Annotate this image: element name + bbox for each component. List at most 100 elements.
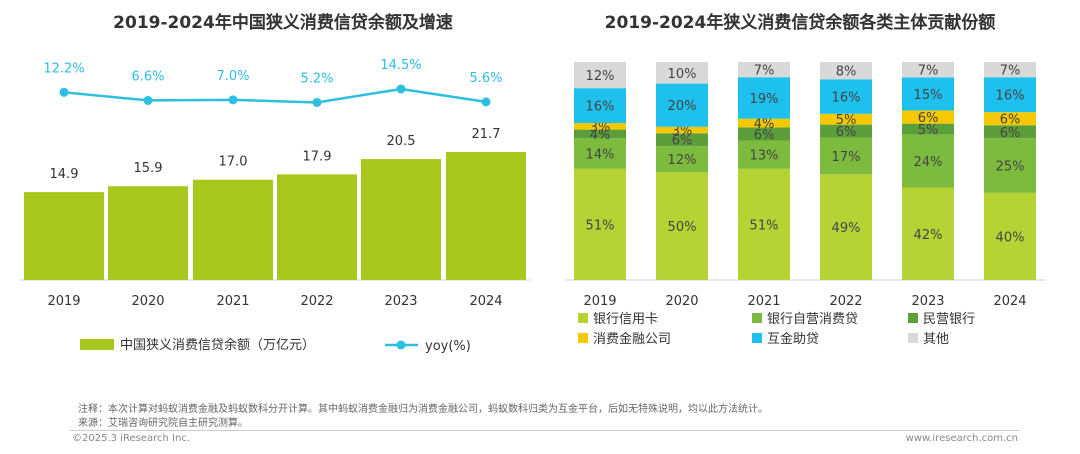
segment-银行信用卡 <box>902 187 954 280</box>
segment-label: 3% <box>672 124 693 139</box>
website: www.iresearch.com.cn <box>905 433 1018 444</box>
segment-银行自营消费贷 <box>656 146 708 173</box>
legend-label: 消费金融公司 <box>593 331 671 347</box>
x-tick-label: 2023 <box>384 294 417 309</box>
x-tick-label: 2020 <box>665 294 698 309</box>
legend-bar-label: 中国狭义消费信贷余额（万亿元） <box>120 337 315 353</box>
source-text: 来源：艾瑞咨询研究院自主研究测算。 <box>78 418 248 429</box>
segment-其他 <box>820 62 872 80</box>
segment-银行自营消费贷 <box>574 138 626 169</box>
segment-label: 12% <box>586 69 615 84</box>
yoy-label: 12.2% <box>43 61 84 76</box>
legend-swatch <box>752 313 762 323</box>
segment-民营银行 <box>984 125 1036 139</box>
segment-消费金融公司 <box>574 123 626 130</box>
segment-民营银行 <box>738 127 790 141</box>
segment-label: 14% <box>586 148 615 163</box>
yoy-label: 5.2% <box>300 71 333 86</box>
x-tick-label: 2024 <box>469 294 502 309</box>
segment-银行自营消费贷 <box>902 134 954 188</box>
legend-label: 银行自营消费贷 <box>767 312 858 327</box>
x-tick-label: 2022 <box>829 294 862 309</box>
x-tick-label: 2021 <box>216 294 249 309</box>
segment-银行信用卡 <box>574 168 626 280</box>
segment-其他 <box>574 62 626 89</box>
segment-label: 51% <box>750 218 779 233</box>
segment-label: 49% <box>832 221 861 236</box>
yoy-point <box>228 95 238 105</box>
x-tick-label: 2019 <box>583 294 616 309</box>
segment-消费金融公司 <box>902 110 954 124</box>
yoy-label: 7.0% <box>216 69 249 84</box>
segment-label: 16% <box>996 89 1025 104</box>
segment-其他 <box>656 62 708 84</box>
legend-swatch <box>752 333 762 343</box>
segment-银行信用卡 <box>984 192 1036 280</box>
bar-label: 17.9 <box>303 149 332 164</box>
bar-2020 <box>108 186 188 280</box>
legend-label: 民营银行 <box>923 312 975 327</box>
legend-label: 互金助贷 <box>767 331 819 347</box>
segment-label: 50% <box>668 220 697 235</box>
yoy-point <box>481 97 491 107</box>
segment-银行信用卡 <box>656 172 708 280</box>
segment-label: 15% <box>914 88 943 103</box>
segment-label: 5% <box>836 113 857 128</box>
copyright: ©2025.3 iResearch Inc. <box>72 433 190 444</box>
segment-民营银行 <box>902 123 954 135</box>
bar-label: 17.0 <box>219 155 248 170</box>
segment-互金助贷 <box>902 77 954 111</box>
segment-label: 4% <box>754 117 775 132</box>
x-tick-label: 2024 <box>993 294 1026 309</box>
yoy-point <box>396 84 406 94</box>
segment-互金助贷 <box>984 77 1036 113</box>
segment-label: 16% <box>832 91 861 106</box>
yoy-point <box>59 87 69 97</box>
segment-银行自营消费贷 <box>738 140 790 169</box>
segment-民营银行 <box>820 124 872 138</box>
x-tick-label: 2022 <box>300 294 333 309</box>
segment-label: 7% <box>918 64 939 79</box>
segment-其他 <box>902 62 954 78</box>
bar-2021 <box>193 179 273 280</box>
bar-2022 <box>277 174 357 280</box>
segment-label: 7% <box>1000 64 1021 79</box>
legend-label: 其他 <box>923 332 949 347</box>
legend-label: 银行信用卡 <box>593 312 658 327</box>
yoy-line <box>63 87 487 104</box>
segment-label: 17% <box>832 150 861 165</box>
segment-银行自营消费贷 <box>984 138 1036 193</box>
divider <box>70 430 1020 431</box>
segment-label: 8% <box>836 65 857 80</box>
left-chart-title: 2019-2024年中国狭义消费信贷余额及增速 <box>113 12 453 33</box>
legend-bar-swatch <box>80 339 114 350</box>
segment-银行自营消费贷 <box>820 137 872 175</box>
segment-label: 5% <box>918 123 939 138</box>
segment-银行信用卡 <box>738 168 790 280</box>
x-tick-label: 2021 <box>747 294 780 309</box>
segment-label: 51% <box>586 218 615 233</box>
legend-swatch <box>578 333 588 343</box>
segment-银行信用卡 <box>820 174 872 280</box>
segment-互金助贷 <box>738 77 790 119</box>
segment-其他 <box>984 62 1036 78</box>
yoy-point <box>143 95 153 105</box>
x-tick-label: 2019 <box>47 294 80 309</box>
segment-label: 24% <box>914 155 943 170</box>
segment-label: 25% <box>996 160 1025 175</box>
x-tick-label: 2020 <box>131 294 164 309</box>
segment-label: 16% <box>586 100 615 115</box>
segment-label: 6% <box>836 125 857 140</box>
segment-其他 <box>738 62 790 78</box>
bar-label: 20.5 <box>387 134 416 149</box>
segment-消费金融公司 <box>820 113 872 125</box>
right-chart-title: 2019-2024年狭义消费信贷余额各类主体贡献份额 <box>605 12 996 33</box>
yoy-label: 6.6% <box>131 69 164 84</box>
segment-互金助贷 <box>820 79 872 114</box>
legend-swatch <box>908 333 918 343</box>
segment-消费金融公司 <box>738 118 790 128</box>
segment-label: 4% <box>590 128 611 143</box>
bar-2023 <box>361 159 441 280</box>
yoy-label: 5.6% <box>469 71 502 86</box>
